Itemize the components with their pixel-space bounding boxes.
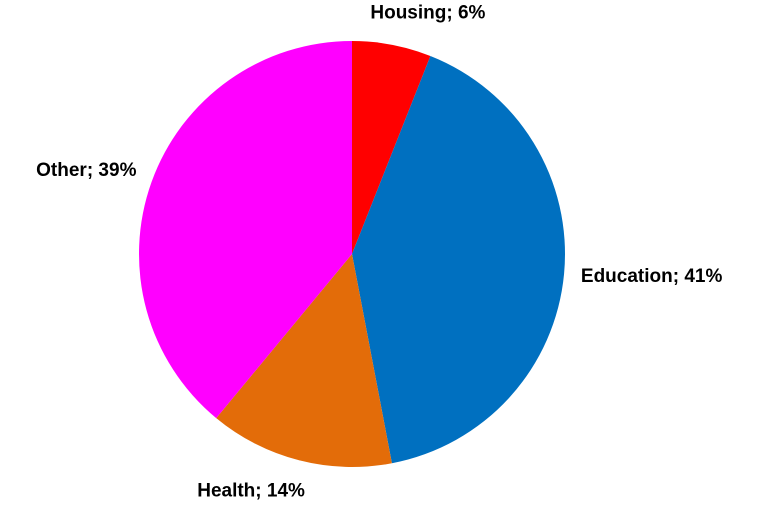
data-label: Housing; 6% bbox=[370, 2, 485, 23]
data-label: Other; 39% bbox=[36, 160, 136, 181]
data-label: Education; 41% bbox=[581, 266, 723, 287]
pie-slice bbox=[216, 254, 392, 467]
data-label: Health; 14% bbox=[197, 480, 305, 501]
pie-slice bbox=[139, 41, 352, 419]
pie-slice bbox=[352, 55, 565, 464]
pie-slice bbox=[352, 41, 431, 254]
